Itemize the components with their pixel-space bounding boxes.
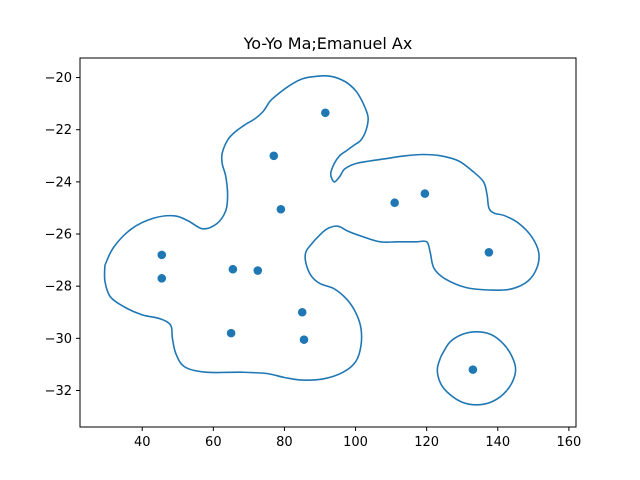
x-tick-label: 160 — [556, 435, 581, 450]
x-tick-label: 120 — [414, 435, 439, 450]
y-tick-label: −22 — [45, 123, 72, 138]
x-tick-label: 100 — [343, 435, 368, 450]
y-tick-label: −24 — [45, 175, 72, 190]
contour-line-2 — [436, 330, 517, 406]
y-tick-label: −26 — [45, 228, 72, 243]
x-tick-label: 80 — [276, 435, 293, 450]
data-point — [297, 307, 307, 317]
data-point — [226, 328, 236, 338]
x-tick-label: 40 — [134, 435, 151, 450]
chart-title: Yo-Yo Ma;Emanuel Ax — [243, 34, 413, 53]
x-tick-label: 60 — [205, 435, 222, 450]
data-point — [157, 250, 167, 260]
data-point — [321, 108, 330, 118]
data-point — [484, 247, 494, 257]
data-point — [157, 274, 167, 283]
data-point — [390, 198, 399, 208]
x-tick-label: 140 — [485, 435, 510, 450]
data-point — [228, 264, 238, 274]
data-point — [276, 204, 286, 214]
y-tick-label: −20 — [45, 71, 72, 86]
x-axis-ticks: 40 60 80 100 120 140 160 — [134, 427, 581, 450]
y-axis-ticks: −32 −30 −28 −26 −24 −22 −20 — [45, 71, 80, 399]
y-tick-label: −32 — [45, 384, 72, 399]
data-point — [420, 189, 430, 198]
data-point — [299, 335, 309, 344]
data-point — [253, 266, 263, 275]
contour-lines — [103, 74, 540, 406]
data-point — [468, 365, 478, 374]
data-points — [157, 108, 494, 374]
data-point — [269, 151, 279, 161]
y-tick-label: −28 — [45, 280, 72, 295]
plot-frame — [79, 57, 577, 428]
y-tick-label: −30 — [45, 332, 72, 347]
contour-line-1 — [103, 74, 540, 381]
